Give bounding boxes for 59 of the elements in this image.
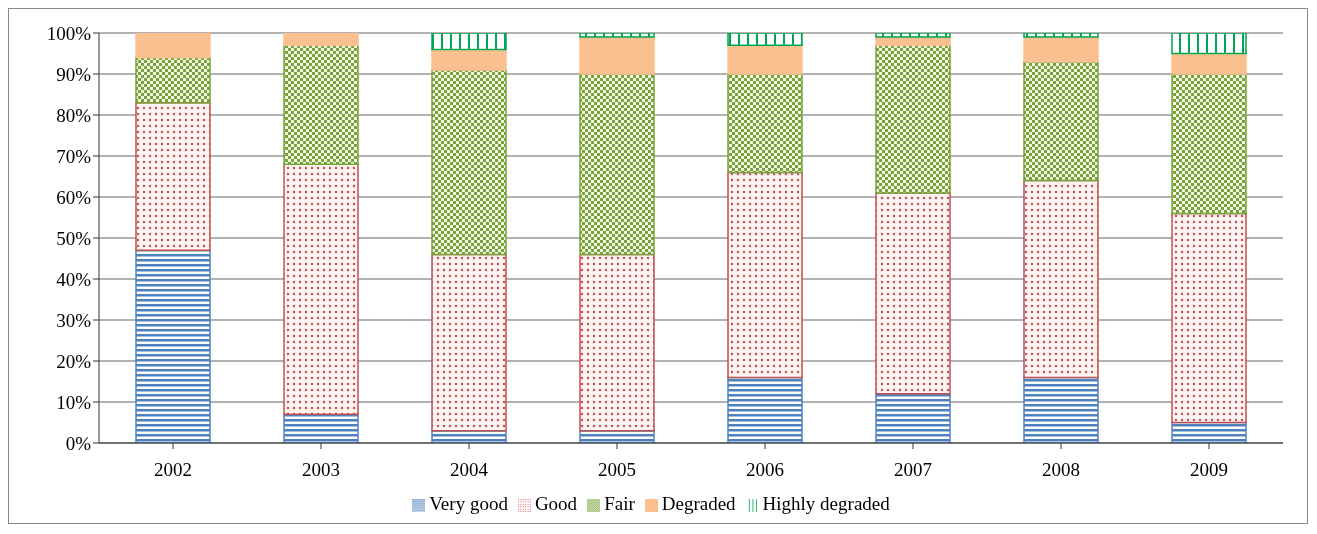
bar [727, 73, 803, 174]
bar [431, 48, 507, 71]
bar [875, 44, 951, 194]
y-tick-label: 0% [65, 432, 92, 454]
bar [431, 33, 507, 51]
y-tick-label: 40% [56, 268, 92, 290]
y-tick-label: 60% [56, 186, 92, 208]
y-tick-label: 50% [56, 227, 92, 249]
bar [283, 163, 359, 416]
bar [135, 56, 211, 104]
bar [1171, 212, 1247, 424]
bar [875, 393, 951, 443]
bar [283, 413, 359, 443]
bar [579, 253, 655, 432]
x-tick-label: 2002 [154, 459, 192, 481]
bar [579, 36, 655, 75]
x-tick-label: 2004 [450, 459, 489, 481]
x-tick-label: 2008 [1042, 459, 1080, 481]
legend-label: Good [534, 493, 578, 514]
bar [727, 171, 803, 379]
bar [135, 249, 211, 443]
bar [431, 253, 507, 432]
y-tick-label: 100% [46, 22, 92, 44]
bar [1023, 179, 1099, 379]
bar [283, 44, 359, 165]
bar [1023, 33, 1099, 38]
bar [579, 33, 655, 38]
y-tick-label: 30% [56, 309, 92, 331]
x-tick-label: 2007 [894, 459, 932, 481]
y-tick-label: 70% [56, 145, 92, 167]
bar [283, 33, 359, 47]
x-tick-label: 2005 [598, 459, 636, 481]
bar [875, 192, 951, 395]
bar [727, 44, 803, 75]
y-tick-label: 80% [56, 104, 92, 126]
x-tick-label: 2006 [746, 459, 784, 481]
legend-label: Fair [604, 493, 635, 514]
bar [135, 101, 211, 252]
bar [579, 73, 655, 256]
bar [875, 33, 951, 38]
bar [1023, 36, 1099, 63]
bar [1171, 73, 1247, 215]
bar [727, 33, 803, 47]
bar [431, 69, 507, 256]
legend-label: Very good [429, 493, 508, 514]
y-tick-label: 10% [56, 391, 92, 413]
bar [1023, 60, 1099, 182]
bar [135, 33, 211, 59]
y-tick-label: 20% [56, 350, 92, 372]
x-tick-label: 2003 [302, 459, 340, 481]
x-tick-label: 2009 [1190, 459, 1228, 481]
bar [1171, 33, 1247, 55]
bar [1171, 421, 1247, 443]
y-tick-label: 90% [56, 63, 92, 85]
legend-label: Highly degraded [762, 493, 890, 514]
bar [1171, 52, 1247, 75]
bar [727, 376, 803, 443]
bar [1023, 376, 1099, 443]
legend-label: Degraded [661, 493, 736, 514]
